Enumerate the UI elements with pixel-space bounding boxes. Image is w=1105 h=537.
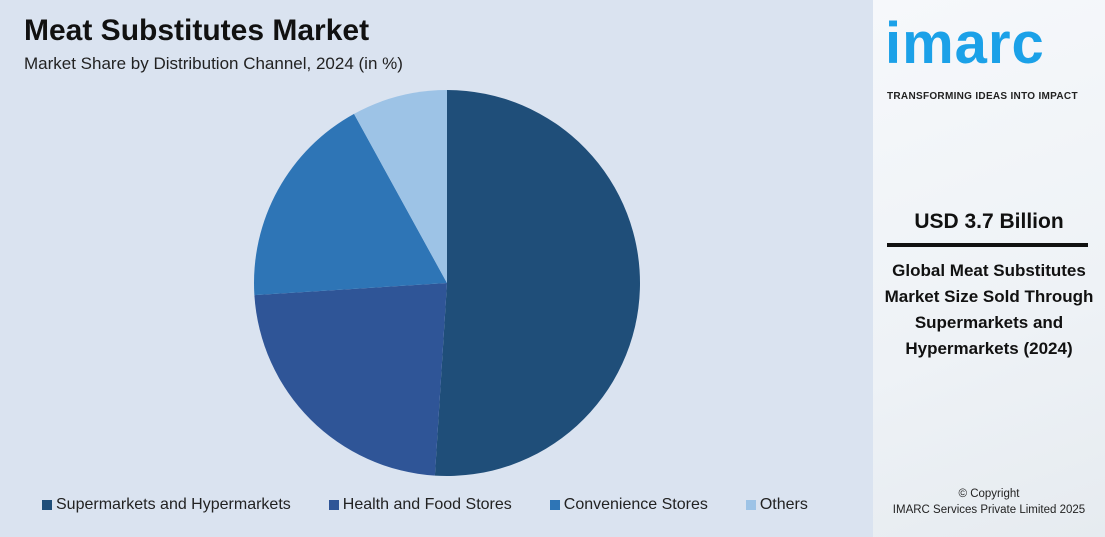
imarc-logo: imarc bbox=[885, 11, 1045, 76]
legend-label: Health and Food Stores bbox=[342, 496, 512, 513]
legend-label: Supermarkets and Hypermarkets bbox=[56, 496, 291, 513]
chart-panel: Meat Substitutes Market Market Share by … bbox=[0, 0, 873, 537]
pie-slice-convenience-stores bbox=[254, 113, 447, 296]
legend-item: Others bbox=[745, 496, 808, 514]
divider bbox=[887, 243, 1088, 247]
legend-item: Health and Food Stores bbox=[328, 496, 512, 514]
info-panel: imarc TRANSFORMING IDEAS INTO IMPACT USD… bbox=[873, 0, 1105, 537]
legend-label: Others bbox=[759, 496, 808, 513]
pie-chart bbox=[254, 90, 640, 476]
market-value: USD 3.7 Billion bbox=[914, 210, 1064, 233]
legend-item: Supermarkets and Hypermarkets bbox=[42, 496, 291, 514]
copyright: © Copyright IMARC Services Private Limit… bbox=[873, 486, 1105, 518]
legend-swatch bbox=[549, 500, 560, 510]
pie-slice-others bbox=[354, 90, 447, 283]
legend-swatch bbox=[328, 500, 339, 510]
legend: Supermarkets and Hypermarkets Health and … bbox=[42, 496, 846, 514]
copyright-company: IMARC Services Private Limited 2025 bbox=[892, 504, 1086, 516]
chart-title: Meat Substitutes Market bbox=[24, 14, 370, 47]
legend-label: Convenience Stores bbox=[563, 496, 708, 513]
pie-slice-supermarkets-and-hypermarkets bbox=[434, 90, 640, 476]
pie-slice-health-and-food-stores bbox=[254, 283, 447, 476]
logo-tagline: TRANSFORMING IDEAS INTO IMPACT bbox=[887, 91, 1078, 102]
legend-swatch bbox=[42, 500, 52, 510]
market-description: Global Meat Substitutes Market Size Sold… bbox=[884, 261, 1094, 358]
legend-swatch bbox=[745, 500, 756, 510]
copyright-label: © Copyright bbox=[958, 488, 1020, 500]
chart-subtitle: Market Share by Distribution Channel, 20… bbox=[24, 54, 403, 73]
legend-item: Convenience Stores bbox=[549, 496, 708, 514]
